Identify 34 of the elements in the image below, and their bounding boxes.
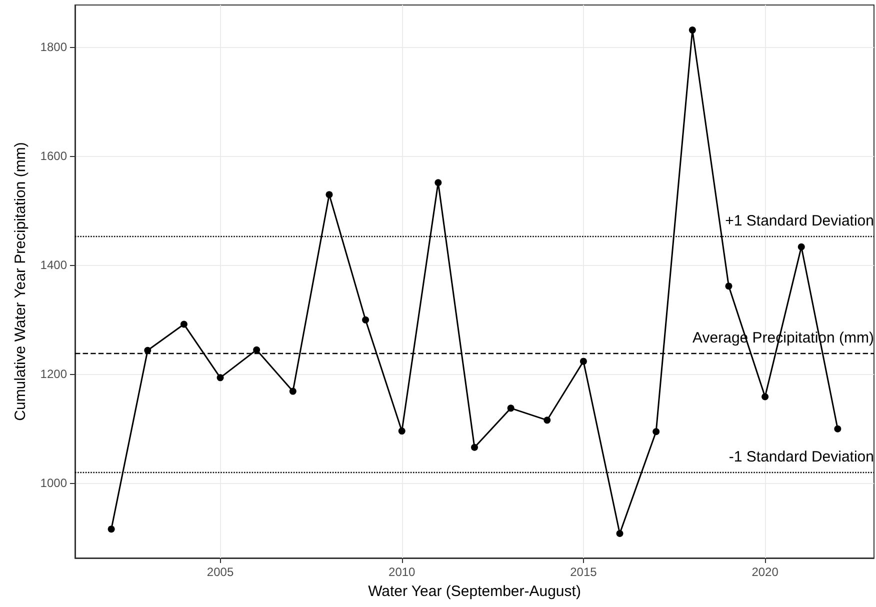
- point: [616, 530, 624, 537]
- point: [544, 416, 551, 424]
- point: [253, 346, 260, 354]
- ref-line-label: -1 Standard Deviation: [728, 448, 874, 466]
- y-axis-title: Cumulative Water Year Precipitation (mm): [12, 142, 29, 421]
- point: [180, 320, 188, 328]
- point: [144, 346, 152, 354]
- point: [289, 388, 296, 395]
- point: [471, 444, 478, 451]
- point: [326, 191, 333, 198]
- point: [725, 282, 732, 290]
- y-tick-label: 1800: [40, 40, 68, 54]
- x-tick-label: 2010: [388, 565, 416, 579]
- point: [798, 243, 805, 250]
- y-tick-label: 1400: [40, 258, 68, 272]
- point: [580, 358, 587, 365]
- point: [652, 428, 660, 436]
- point: [688, 26, 696, 34]
- point: [762, 393, 769, 400]
- x-tick-label: 2005: [206, 565, 234, 579]
- x-axis-title: Water Year (September-August): [368, 583, 581, 600]
- point: [507, 404, 514, 412]
- y-tick-label: 1200: [40, 366, 68, 381]
- point: [362, 316, 370, 324]
- x-tick-label: 2020: [752, 565, 779, 579]
- y-tick-label: 1000: [40, 476, 68, 490]
- point: [108, 526, 115, 533]
- y-tick-label: 1600: [40, 148, 68, 163]
- ref-line-label: +1 Standard Deviation: [725, 212, 874, 230]
- point: [834, 425, 842, 432]
- point: [216, 374, 224, 382]
- point: [434, 179, 442, 186]
- x-tick-label: 2015: [570, 565, 598, 579]
- point: [398, 428, 406, 435]
